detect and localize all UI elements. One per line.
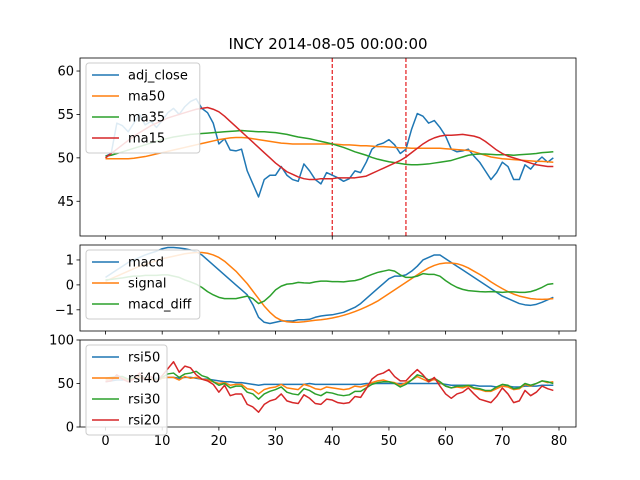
series-line-rsi50 [105,376,554,388]
x-tick-label: 30 [267,434,284,449]
x-tick-label: 10 [154,434,171,449]
plot-frame [79,57,577,237]
legend-label: signal [128,277,166,292]
series-line-macd [105,246,554,325]
y-tick-label: 0 [66,278,74,293]
series-line-rsi20 [105,361,554,413]
legend-label: macd_diff [128,298,192,313]
y-tick-label: 45 [57,195,74,210]
chart-title: INCY 2014-08-05 00:00:00 [228,35,427,53]
y-tick-label: −1 [55,303,74,318]
x-tick-label: 70 [494,434,511,449]
x-tick-label: 40 [324,434,341,449]
series-line-rsi30 [105,370,554,400]
legend-box [85,344,168,436]
legend-label: ma35 [128,111,165,126]
legend-label: rsi50 [128,351,160,366]
rsi-panel: 0 50 100 0 10 20 30 40 50 60 70 80 rsi50 rsi40 rsi30 rs… [49,334,577,449]
x-tick-label: 60 [437,434,454,449]
y-tick-label: 0 [66,421,74,436]
price-panel: 45 50 55 60 adj_close ma50 ma35 ma15 [57,57,577,240]
plot-frame [79,244,577,332]
legend-label: macd [128,256,164,271]
legend-label: ma50 [128,90,165,105]
legend-box [85,249,201,320]
y-tick-label: 1 [66,253,74,268]
y-tick-label: 55 [57,108,74,123]
x-tick-label: 80 [551,434,568,449]
macd-panel: −1 0 1 macd signal macd_diff [55,244,577,335]
series-line-rsi40 [105,375,554,395]
x-tick-label: 0 [101,434,109,449]
x-tick-label: 20 [211,434,228,449]
y-tick-label: 50 [57,151,74,166]
x-tick-label: 50 [381,434,398,449]
legend-label: adj_close [128,69,188,84]
y-tick-label: 60 [57,65,74,80]
legend-box [85,62,201,154]
legend-label: rsi30 [128,393,160,408]
y-tick-label: 100 [49,334,74,349]
legend-label: rsi20 [128,414,160,429]
y-tick-label: 50 [57,377,74,392]
legend-label: ma15 [128,132,165,147]
legend-label: rsi40 [128,372,160,387]
panels-group: 45 50 55 60 adj_close ma50 ma35 ma15 −1 0 1 macd sig… [49,57,577,449]
